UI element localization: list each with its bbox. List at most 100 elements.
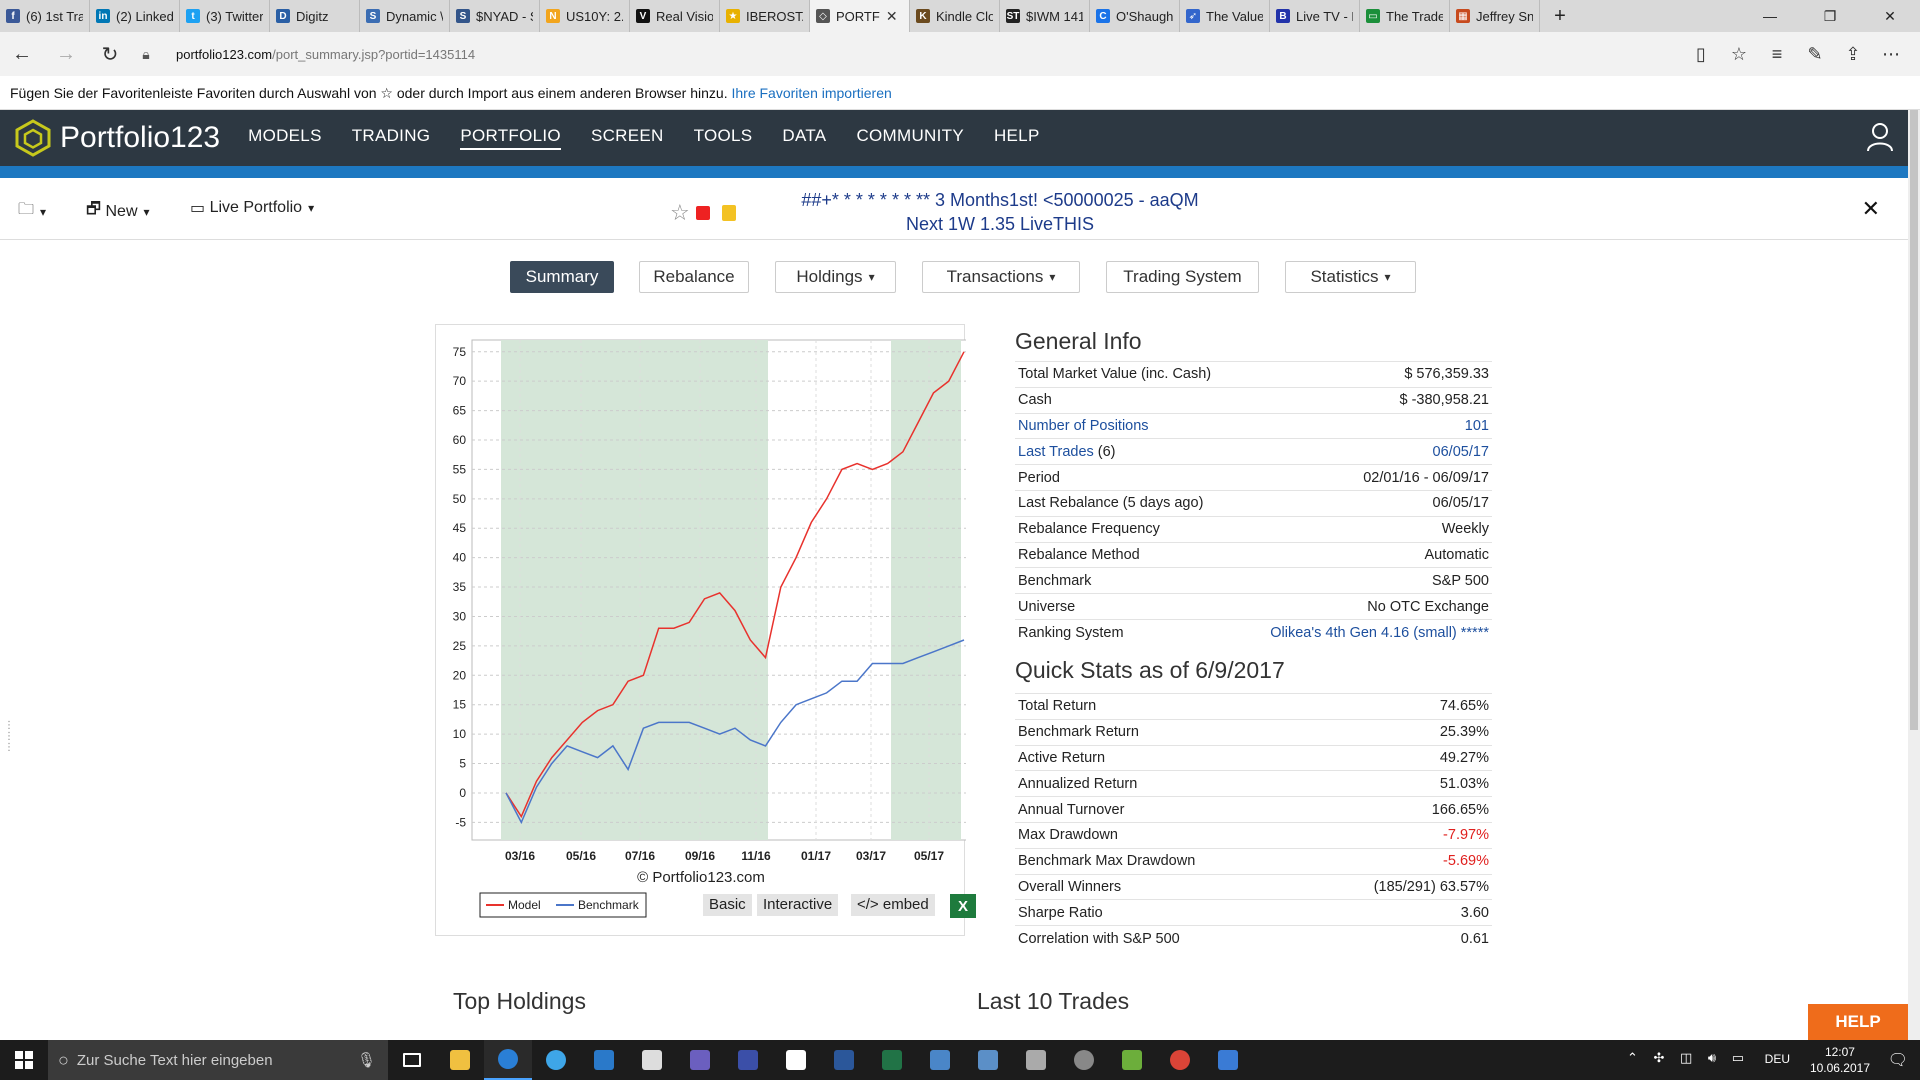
- browser-tab[interactable]: ▭ The Trade: [1360, 0, 1450, 32]
- tab-statistics[interactable]: Statistics ▾: [1285, 261, 1416, 293]
- language-indicator[interactable]: DEU: [1764, 1052, 1790, 1066]
- refresh-icon[interactable]: ↻: [101, 43, 119, 66]
- user-icon[interactable]: [1866, 122, 1894, 157]
- row-value[interactable]: 06/05/17: [1432, 443, 1489, 460]
- logo[interactable]: Portfolio123: [14, 119, 220, 157]
- portfolio-type-label: Live Portfolio: [209, 199, 303, 216]
- close-tab-icon[interactable]: ✕: [885, 7, 898, 24]
- url-field[interactable]: portfolio123.com/port_summary.jsp?portid…: [176, 46, 476, 62]
- window-icon: ▭: [190, 200, 206, 217]
- menu-tools[interactable]: TOOLS: [693, 126, 753, 145]
- browser-tab[interactable]: S $NYAD - S: [450, 0, 540, 32]
- browser-tab[interactable]: ➶ The Value: [1180, 0, 1270, 32]
- more-icon[interactable]: ⋯: [1882, 43, 1900, 64]
- row-value[interactable]: Olikea's 4th Gen 4.16 (small) *****: [1270, 624, 1489, 641]
- menu-data[interactable]: DATA: [782, 126, 827, 145]
- menu-portfolio[interactable]: PORTFOLIO: [460, 126, 561, 150]
- browser-tab[interactable]: D Digitz: [270, 0, 360, 32]
- hub-icon[interactable]: ≡: [1771, 43, 1783, 64]
- y-tick-label: 65: [453, 404, 467, 418]
- store-icon[interactable]: [628, 1040, 676, 1080]
- portfolio-type-menu[interactable]: ▭ Live Portfolio ▾: [190, 198, 314, 218]
- tab-rebalance[interactable]: Rebalance: [639, 261, 749, 293]
- chart-embed-button[interactable]: </> embed: [851, 894, 935, 916]
- browser-tab[interactable]: N US10Y: 2.2: [540, 0, 630, 32]
- browser-tab[interactable]: ▦ Jeffrey Sni: [1450, 0, 1540, 32]
- system-tray[interactable]: ⌃ ✣ ◫ 🔊︎ ▭: [1627, 1050, 1750, 1065]
- chrome-icon[interactable]: [1156, 1040, 1204, 1080]
- row-value[interactable]: 101: [1464, 417, 1489, 434]
- close-window-icon[interactable]: ✕: [1884, 7, 1896, 24]
- favorite-star-icon[interactable]: ☆: [1730, 43, 1748, 64]
- restore-icon[interactable]: ❐: [1823, 7, 1837, 24]
- menu-trading[interactable]: TRADING: [351, 126, 431, 145]
- tab-summary[interactable]: Summary: [510, 261, 614, 293]
- table-row: Ranking System Olikea's 4th Gen 4.16 (sma…: [1015, 618, 1492, 646]
- task-view-icon[interactable]: [388, 1040, 436, 1080]
- app-icon-1[interactable]: [580, 1040, 628, 1080]
- ie-icon[interactable]: [532, 1040, 580, 1080]
- vertical-scrollbar[interactable]: [1908, 110, 1920, 1040]
- favorite-star-icon[interactable]: ☆: [670, 200, 690, 225]
- app-icon-5[interactable]: [1012, 1040, 1060, 1080]
- back-icon[interactable]: ←: [12, 42, 32, 65]
- windows-start-icon[interactable]: [0, 1040, 48, 1080]
- help-button[interactable]: HELP: [1808, 1004, 1908, 1040]
- minimize-icon[interactable]: —: [1763, 8, 1777, 24]
- app-icon-7[interactable]: [1108, 1040, 1156, 1080]
- share-icon[interactable]: ⇪: [1845, 43, 1861, 64]
- row-value: No OTC Exchange: [1367, 598, 1489, 615]
- notifications-icon[interactable]: 🗨︎: [1887, 1052, 1908, 1069]
- excel-icon[interactable]: [868, 1040, 916, 1080]
- reading-view-icon[interactable]: ▯: [1696, 43, 1706, 64]
- app-icon-6[interactable]: [1060, 1040, 1108, 1080]
- menu-screen[interactable]: SCREEN: [590, 126, 664, 145]
- browser-tab[interactable]: in (2) Linked: [90, 0, 180, 32]
- browser-tab[interactable]: S Dynamic \: [360, 0, 450, 32]
- app-icon-3[interactable]: [916, 1040, 964, 1080]
- excel-export-icon[interactable]: X: [950, 894, 976, 918]
- row-label[interactable]: Number of Positions: [1018, 417, 1149, 434]
- app-icon-8[interactable]: [1204, 1040, 1252, 1080]
- browser-tab[interactable]: f (6) 1st Tra: [0, 0, 90, 32]
- browser-tab[interactable]: ST $IWM 141: [1000, 0, 1090, 32]
- browser-tab[interactable]: ◇ PORTF ✕: [810, 0, 910, 32]
- menu-help[interactable]: HELP: [993, 126, 1040, 145]
- import-favorites-link[interactable]: Ihre Favoriten importieren: [731, 85, 892, 101]
- music-icon[interactable]: [676, 1040, 724, 1080]
- chart-basic-button[interactable]: Basic: [703, 894, 752, 916]
- app-icon-4[interactable]: [964, 1040, 1012, 1080]
- menu-models[interactable]: MODELS: [248, 126, 322, 145]
- address-bar: ← → ↻ 🔒︎ portfolio123.com/port_summary.j…: [0, 32, 1920, 76]
- tab-transactions[interactable]: Transactions ▾: [922, 261, 1080, 293]
- close-icon[interactable]: ✕: [1861, 196, 1880, 221]
- folder-menu[interactable]: 🗀︎ ▾: [18, 198, 46, 225]
- taskbar-search-input[interactable]: ○ Zur Suche Text hier eingeben 🎙︎: [48, 1040, 388, 1080]
- new-menu[interactable]: 🗗︎ New ▾: [86, 198, 150, 225]
- browser-tab[interactable]: K Kindle Clo: [910, 0, 1000, 32]
- row-label[interactable]: Last Trades: [1018, 443, 1094, 460]
- splitter-grip-icon[interactable]: ⋮ ⋮ ⋮: [4, 720, 14, 753]
- clock[interactable]: 12:07 10.06.2017: [1810, 1044, 1870, 1076]
- row-value: 02/01/16 - 06/09/17: [1363, 469, 1489, 486]
- document-icon[interactable]: [772, 1040, 820, 1080]
- chart-interactive-button[interactable]: Interactive: [757, 894, 839, 916]
- note-icon[interactable]: [721, 205, 736, 221]
- notes-icon[interactable]: ✎: [1807, 43, 1823, 64]
- new-tab-button[interactable]: +: [1554, 4, 1566, 27]
- forward-icon[interactable]: →: [56, 42, 76, 65]
- edge-icon[interactable]: [484, 1040, 532, 1080]
- tab-trading-system[interactable]: Trading System: [1106, 261, 1259, 293]
- word-icon[interactable]: [820, 1040, 868, 1080]
- microphone-icon[interactable]: 🎙︎: [356, 1052, 376, 1069]
- browser-tab[interactable]: V Real Visio: [630, 0, 720, 32]
- browser-tab[interactable]: t (3) Twitter: [180, 0, 270, 32]
- browser-tab[interactable]: C O'Shaugh: [1090, 0, 1180, 32]
- browser-tab[interactable]: ★ IBEROSTAI: [720, 0, 810, 32]
- row-value: -5.69%: [1443, 853, 1489, 870]
- file-explorer-icon[interactable]: [436, 1040, 484, 1080]
- app-icon-2[interactable]: [724, 1040, 772, 1080]
- menu-community[interactable]: COMMUNITY: [856, 126, 964, 145]
- browser-tab[interactable]: B Live TV - E: [1270, 0, 1360, 32]
- tab-holdings[interactable]: Holdings ▾: [775, 261, 896, 293]
